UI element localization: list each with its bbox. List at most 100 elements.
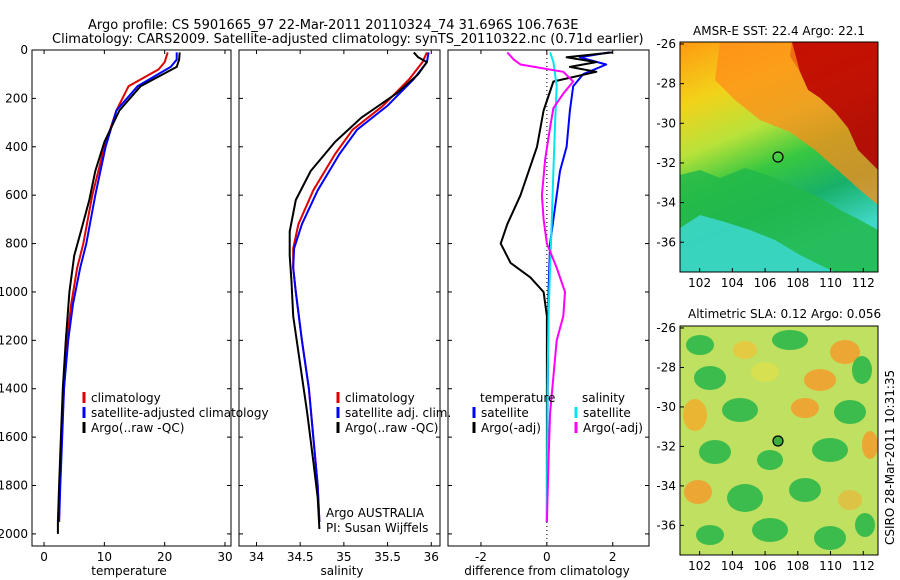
sla-anomaly-patch	[862, 431, 878, 459]
depth-tick-label: 1200	[0, 333, 28, 347]
sla-anomaly-patch	[683, 399, 707, 431]
series-line-salinity-argo-adj-	[506, 51, 575, 522]
salinity-xlabel: salinity	[320, 564, 363, 578]
difference-xlabel: difference from climatology	[464, 564, 630, 578]
sla-map	[680, 326, 878, 555]
sla-anomaly-patch	[834, 400, 866, 424]
depth-tick-label: 400	[5, 140, 28, 154]
map-x-tick-label: 112	[852, 559, 875, 573]
sla-anomaly-patch	[838, 490, 862, 510]
map-y-tick-label: -26	[656, 37, 676, 51]
map-y-tick-label: -28	[656, 77, 676, 91]
series-line-satellite-adjusted-climatology	[58, 52, 178, 522]
sla-map-frame	[679, 325, 879, 556]
difference-panel-frame	[447, 49, 650, 547]
salinity-plot: 34 34.5 35 35.5 36	[239, 49, 440, 564]
sst-map-argo-marker	[772, 151, 784, 163]
map-x-tick-label: 110	[819, 276, 842, 290]
sla-anomaly-patch	[791, 398, 819, 418]
salinity-legend: climatology satellite adj. clim. Argo(..…	[326, 391, 451, 535]
sla-map-anomalies	[683, 330, 878, 550]
map-y-tick-label: -36	[656, 235, 676, 249]
legend-label-sal-argo: Argo(-adj)	[583, 421, 643, 435]
annotation-line1: Argo AUSTRALIA	[326, 506, 425, 520]
sla-anomaly-patch	[757, 450, 783, 470]
legend-label-temp-satellite: satellite	[481, 406, 529, 420]
depth-tick-label: 0	[20, 43, 28, 57]
sla-anomaly-patch	[733, 341, 757, 359]
series-line-climatology	[292, 51, 428, 522]
series-line-temperature-argo-adj-	[499, 51, 613, 522]
temperature-panel-frame	[31, 49, 232, 547]
sla-anomaly-patch	[855, 513, 875, 537]
sla-map-argo-marker	[772, 435, 784, 447]
sst-map-axes: 102 104 106 108 110 112 -26 -28 -30 -32 -34 -36	[656, 37, 874, 290]
sla-anomaly-patch	[852, 356, 872, 384]
map-y-tick-label: -26	[656, 321, 676, 335]
map-y-tick-label: -28	[656, 360, 676, 374]
map-y-tick-label: -30	[656, 400, 676, 414]
legend-label-temp-argo: Argo(-adj)	[481, 421, 541, 435]
map-x-tick-label: 106	[754, 559, 777, 573]
sst-map-cyan-region	[680, 215, 835, 272]
depth-tick-label: 1000	[0, 285, 28, 299]
depth-axis: 0 200 400 600 800 1000 1200 1400 1600 1800 2000	[0, 43, 28, 541]
depth-tick-label: 800	[5, 237, 28, 251]
map-x-tick-label: 104	[721, 276, 744, 290]
x-tick-label: 0	[40, 550, 48, 564]
x-tick-label: 35	[336, 550, 351, 564]
legend-label-argo: Argo(..raw -QC)	[345, 421, 438, 435]
sla-anomaly-patch	[804, 369, 836, 391]
x-tick-label: 36	[424, 550, 439, 564]
sst-map-frame	[679, 41, 879, 273]
series-line-salinity-satellite	[545, 52, 558, 522]
legend-label-climatology: climatology	[91, 391, 161, 405]
legend-label-climatology: climatology	[345, 391, 415, 405]
sla-anomaly-patch	[686, 335, 714, 355]
depth-tick-label: 200	[5, 91, 28, 105]
sla-anomaly-patch	[699, 440, 731, 464]
map-y-tick-label: -34	[656, 479, 676, 493]
sla-anomaly-patch	[722, 398, 758, 422]
series-line-satellite-adj-clim-	[292, 52, 430, 522]
depth-tick-label: 1800	[0, 479, 28, 493]
series-line-temperature-satellite	[545, 51, 610, 522]
depth-tick-label: 600	[5, 188, 28, 202]
x-tick-label: 0	[543, 550, 551, 564]
sla-anomaly-patch	[696, 525, 724, 545]
x-tick-label: 20	[157, 550, 172, 564]
map-x-tick-label: 104	[721, 559, 744, 573]
depth-tick-label: 2000	[0, 527, 28, 541]
salinity-panel-frame	[238, 49, 441, 547]
map-x-tick-label: 108	[786, 276, 809, 290]
map-x-tick-label: 108	[786, 559, 809, 573]
sla-anomaly-patch	[684, 480, 712, 504]
sst-map-title: AMSR-E SST: 22.4 Argo: 22.1	[693, 24, 865, 38]
header-line1: Argo profile: CS 5901665_97 22-Mar-2011 …	[88, 18, 578, 33]
sla-anomaly-patch	[727, 484, 763, 512]
sst-map-orange-band	[715, 42, 878, 205]
difference-plot: -2 0 2	[448, 49, 649, 564]
sla-anomaly-patch	[751, 362, 779, 382]
annotation-line2: PI: Susan Wijffels	[326, 521, 428, 535]
map-y-tick-label: -30	[656, 116, 676, 130]
map-y-tick-label: -34	[656, 196, 676, 210]
x-tick-label: 2	[609, 550, 617, 564]
temperature-xlabel: temperature	[91, 564, 166, 578]
x-tick-label: 34	[249, 550, 264, 564]
series-line-argo-raw-qc-	[288, 51, 428, 530]
sla-anomaly-patch	[830, 340, 860, 364]
legend-heading-temperature: temperature	[480, 391, 555, 405]
x-tick-label: -2	[475, 550, 487, 564]
legend-label-sal-satellite: satellite	[583, 406, 631, 420]
map-x-tick-label: 106	[754, 276, 777, 290]
sla-map-title: Altimetric SLA: 0.12 Argo: 0.056	[688, 307, 881, 321]
difference-legend: temperature satellite Argo(-adj) salinit…	[472, 391, 643, 435]
map-x-tick-label: 112	[852, 276, 875, 290]
legend-label-argo: Argo(..raw -QC)	[91, 421, 184, 435]
series-line-argo-raw-qc-	[56, 52, 181, 534]
sst-map	[680, 42, 878, 272]
sla-map-axes: 102 104 106 108 110 112 -26 -28 -30 -32 -34 -36	[656, 321, 874, 573]
sst-map-warm-region	[790, 42, 878, 170]
